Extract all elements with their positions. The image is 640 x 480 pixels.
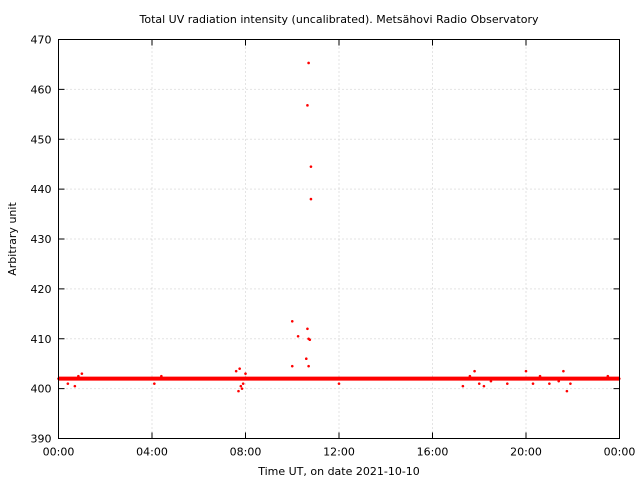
y-tick-label: 430 bbox=[31, 233, 52, 246]
data-points bbox=[57, 61, 621, 393]
x-tick-label: 00:00 bbox=[43, 446, 75, 459]
data-point bbox=[153, 382, 156, 385]
data-point bbox=[304, 357, 308, 361]
y-tick-label: 450 bbox=[31, 133, 52, 146]
x-tick-label: 04:00 bbox=[136, 446, 168, 459]
chart-title: Total UV radiation intensity (uncalibrat… bbox=[139, 13, 539, 26]
data-point bbox=[565, 389, 569, 393]
y-tick-labels: 390 400 410 420 430 440 450 460 470 bbox=[31, 34, 52, 446]
data-point bbox=[477, 382, 481, 385]
data-point bbox=[73, 384, 77, 388]
data-point bbox=[296, 334, 300, 338]
data-point bbox=[307, 61, 310, 65]
data-point bbox=[461, 384, 465, 388]
y-tick-label: 470 bbox=[31, 34, 52, 47]
data-point bbox=[234, 369, 238, 373]
data-point bbox=[308, 338, 312, 342]
x-axis-title: Time UT, on date 2021-10-10 bbox=[257, 465, 420, 478]
axis-ticks bbox=[58, 39, 620, 439]
y-axis-title: Arbitrary unit bbox=[6, 202, 19, 276]
data-point bbox=[531, 382, 535, 385]
data-point bbox=[237, 389, 240, 393]
x-tick-labels: 00:00 04:00 08:00 12:00 16:00 20:00 00:00 bbox=[43, 446, 636, 459]
x-tick-label: 08:00 bbox=[230, 446, 262, 459]
data-point bbox=[569, 382, 572, 385]
data-point bbox=[241, 382, 245, 385]
data-point bbox=[240, 387, 244, 390]
data-point bbox=[244, 372, 247, 375]
data-point bbox=[238, 367, 241, 370]
x-tick-label: 16:00 bbox=[417, 446, 449, 459]
y-tick-label: 410 bbox=[31, 333, 52, 346]
y-tick-label: 390 bbox=[31, 433, 52, 446]
y-tick-label: 460 bbox=[31, 83, 52, 96]
data-point bbox=[239, 384, 243, 388]
data-point bbox=[548, 382, 551, 385]
y-tick-label: 440 bbox=[31, 183, 52, 196]
x-tick-label: 00:00 bbox=[604, 446, 636, 459]
data-point bbox=[290, 319, 294, 323]
data-point bbox=[290, 364, 294, 368]
y-tick-label: 400 bbox=[31, 383, 52, 396]
data-point bbox=[473, 369, 476, 373]
data-point bbox=[80, 372, 84, 375]
data-point bbox=[306, 104, 309, 107]
data-point bbox=[506, 382, 509, 385]
data-point bbox=[66, 382, 70, 385]
data-point bbox=[337, 382, 341, 385]
x-tick-label: 12:00 bbox=[323, 446, 355, 459]
y-tick-label: 420 bbox=[31, 283, 52, 296]
data-point bbox=[306, 327, 309, 331]
data-point bbox=[562, 369, 565, 373]
data-point bbox=[482, 384, 486, 388]
x-tick-label: 20:00 bbox=[510, 446, 542, 459]
data-point bbox=[307, 364, 310, 368]
data-point bbox=[309, 197, 313, 201]
data-point bbox=[524, 369, 528, 373]
data-point bbox=[309, 165, 313, 168]
